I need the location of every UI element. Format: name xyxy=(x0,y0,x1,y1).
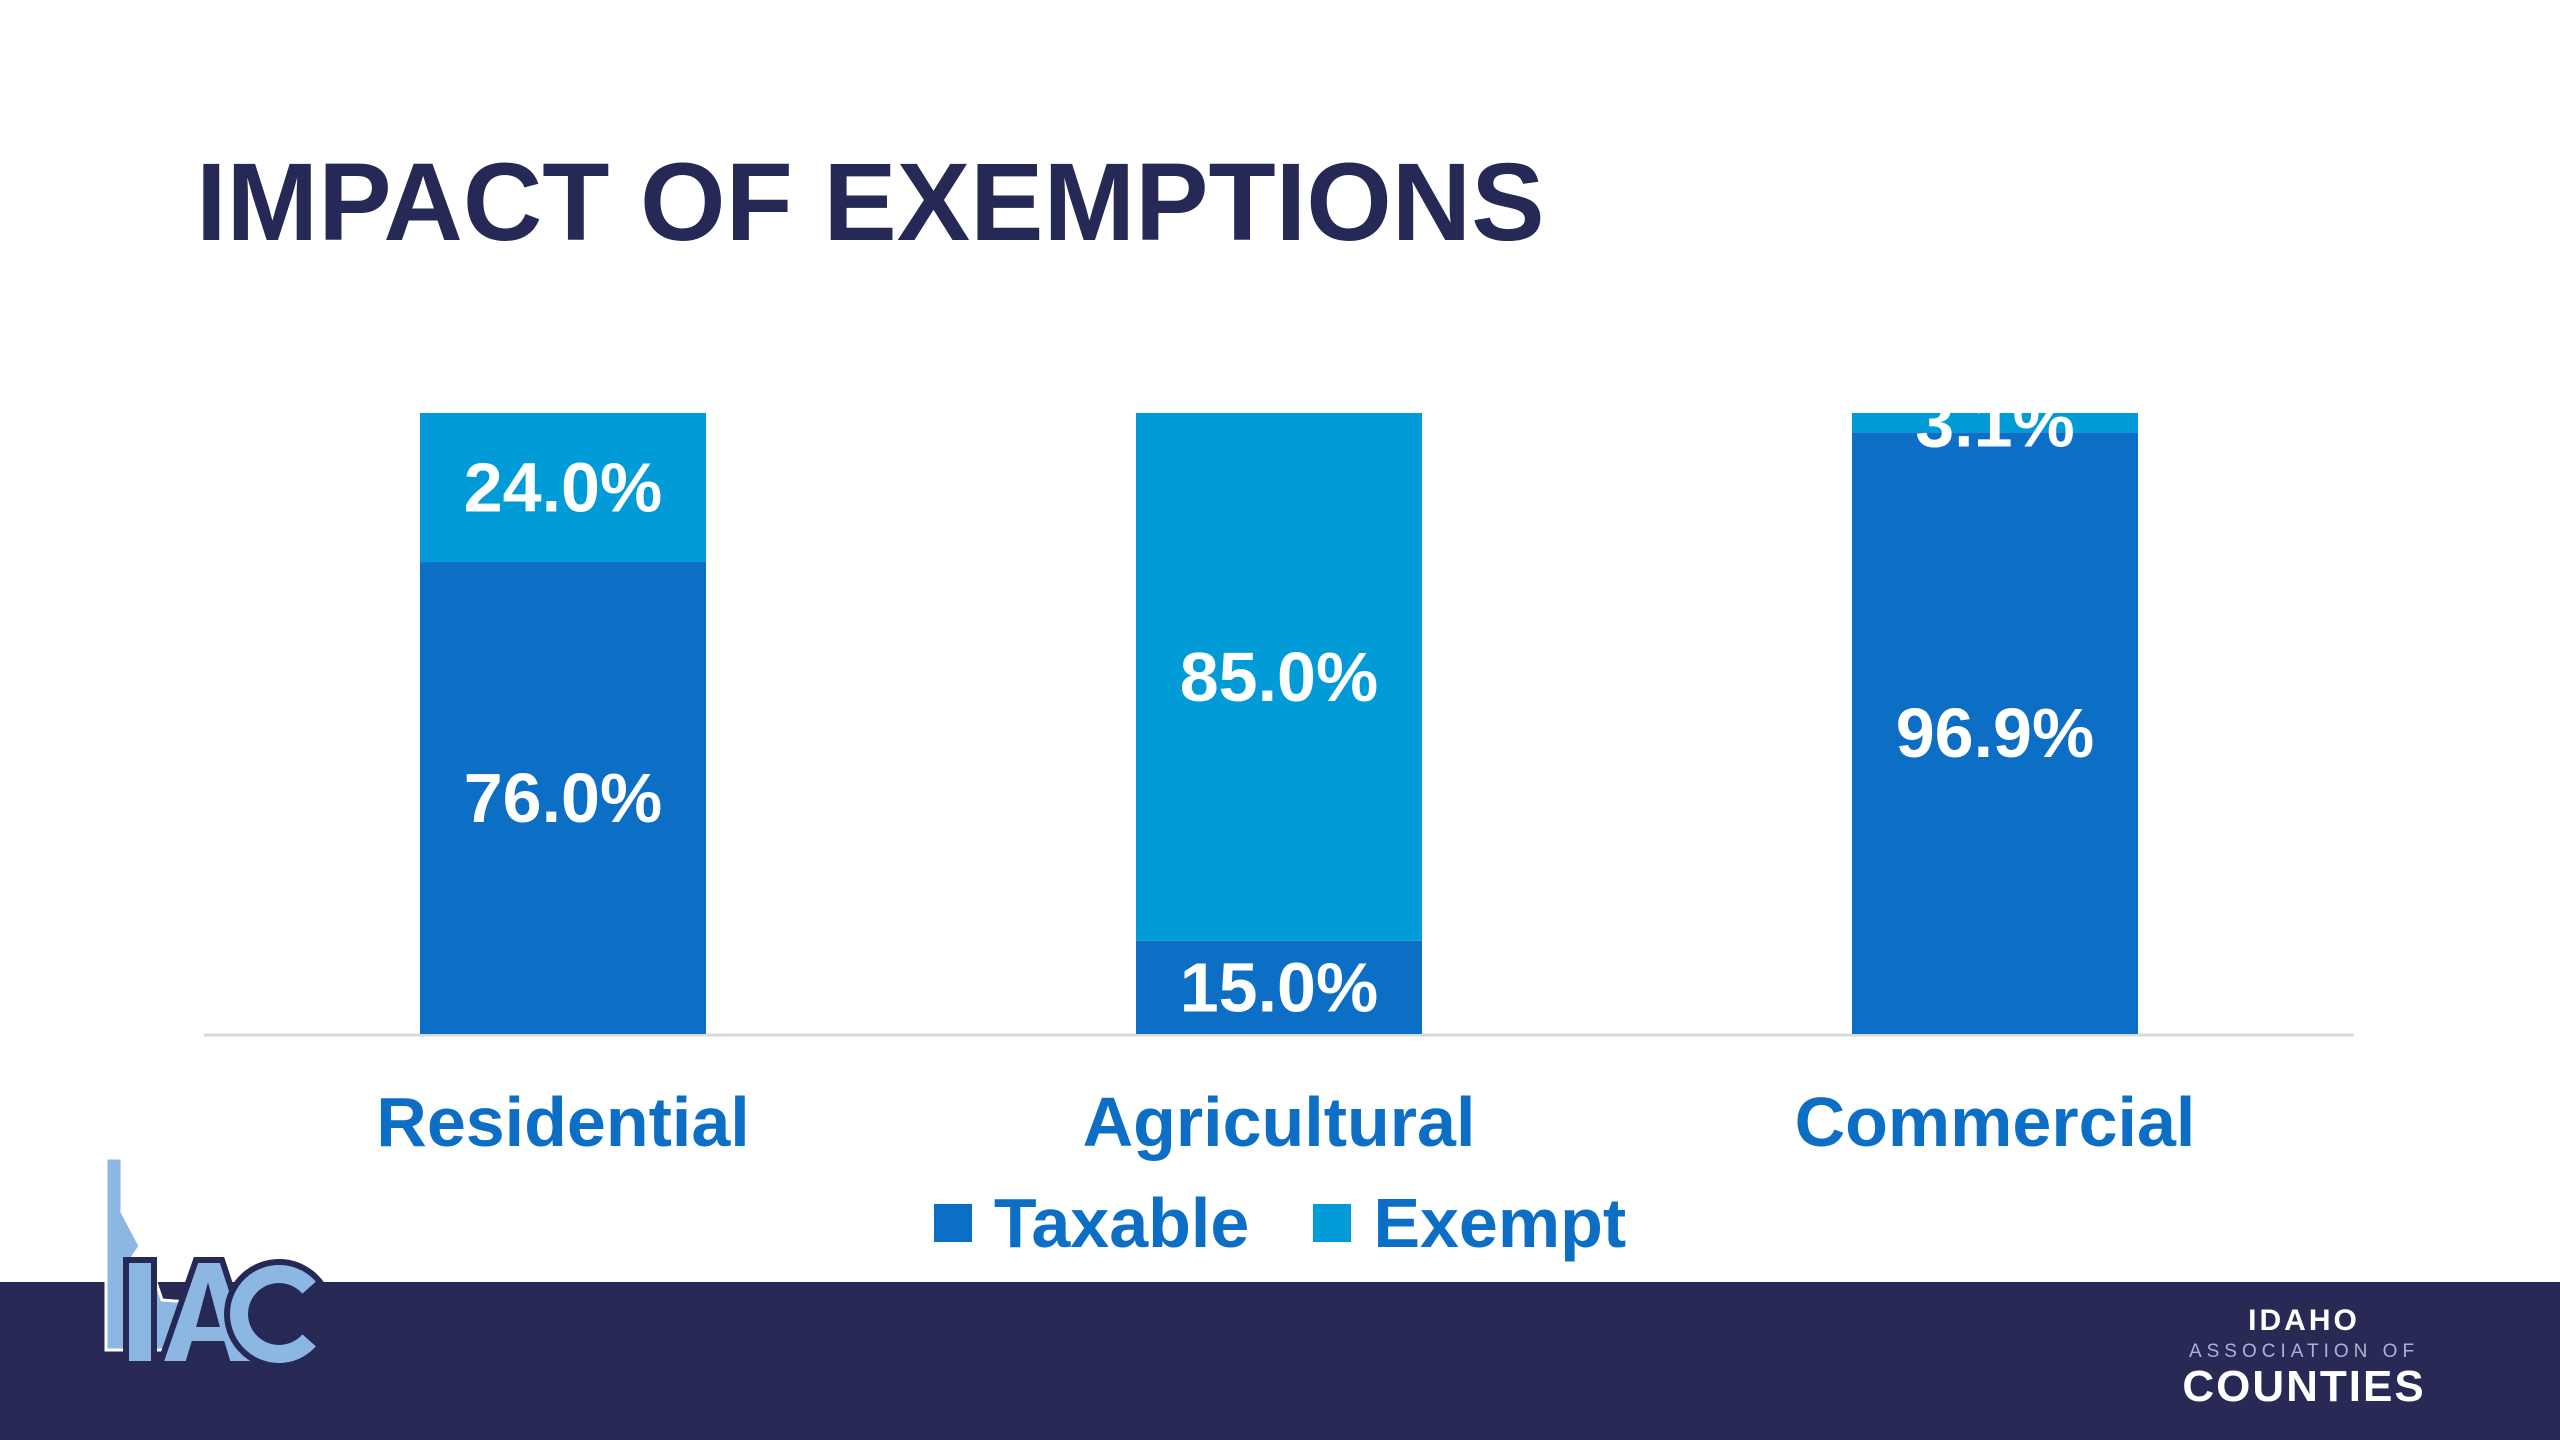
legend-swatch-taxable xyxy=(933,1204,972,1242)
bar-agricultural-exempt xyxy=(1136,413,1422,941)
category-label-residential: Residential xyxy=(376,1083,749,1161)
stacked-bar-chart: 76.0% 24.0% Residential 15.0% 85.0% Agricultu… xyxy=(204,384,2354,1161)
footer-bar xyxy=(0,1282,2560,1440)
legend-label-taxable: Taxable xyxy=(993,1184,1250,1262)
legend-item-exempt: Exempt xyxy=(1313,1188,1626,1258)
legend-item-taxable: Taxable xyxy=(933,1184,1250,1262)
data-label-commercial-taxable: 96.9% xyxy=(1896,694,2094,772)
idaho-state-outline-icon xyxy=(104,1156,325,1369)
category-label-agricultural: Agricultural xyxy=(1083,1083,1476,1161)
slide-title: IMPACT OF EXEMPTIONS xyxy=(196,141,1545,264)
iac-logo: IAC xyxy=(96,1150,336,1380)
bar-agricultural-taxable xyxy=(1136,940,1422,1034)
bar-commercial-taxable xyxy=(1852,432,2138,1035)
logo-line-association-of: ASSOCIATION OF xyxy=(2188,1341,2420,1362)
legend-swatch-exempt xyxy=(1313,1204,1352,1242)
chart-legend: Taxable Exempt xyxy=(0,1188,2560,1258)
data-label-agricultural-exempt: 85.0% xyxy=(1180,638,1378,716)
bar-residential-exempt xyxy=(420,413,706,563)
logo-line-counties: COUNTIES xyxy=(2182,1362,2426,1411)
data-label-residential-taxable: 76.0% xyxy=(464,759,662,837)
data-label-agricultural-taxable: 15.0% xyxy=(1180,948,1378,1026)
legend-label-exempt: Exempt xyxy=(1373,1184,1627,1262)
data-label-commercial-exempt: 3.1% xyxy=(1915,384,2075,462)
category-label-commercial: Commercial xyxy=(1795,1083,2196,1161)
data-label-residential-exempt: 24.0% xyxy=(464,449,662,527)
idaho-association-of-counties-logo: IDAHO ASSOCIATION OF COUNTIES xyxy=(2174,1306,2434,1409)
logo-line-idaho: IDAHO xyxy=(2248,1304,2360,1337)
bar-residential-taxable xyxy=(420,562,706,1034)
bar-commercial-exempt xyxy=(1852,413,2138,433)
